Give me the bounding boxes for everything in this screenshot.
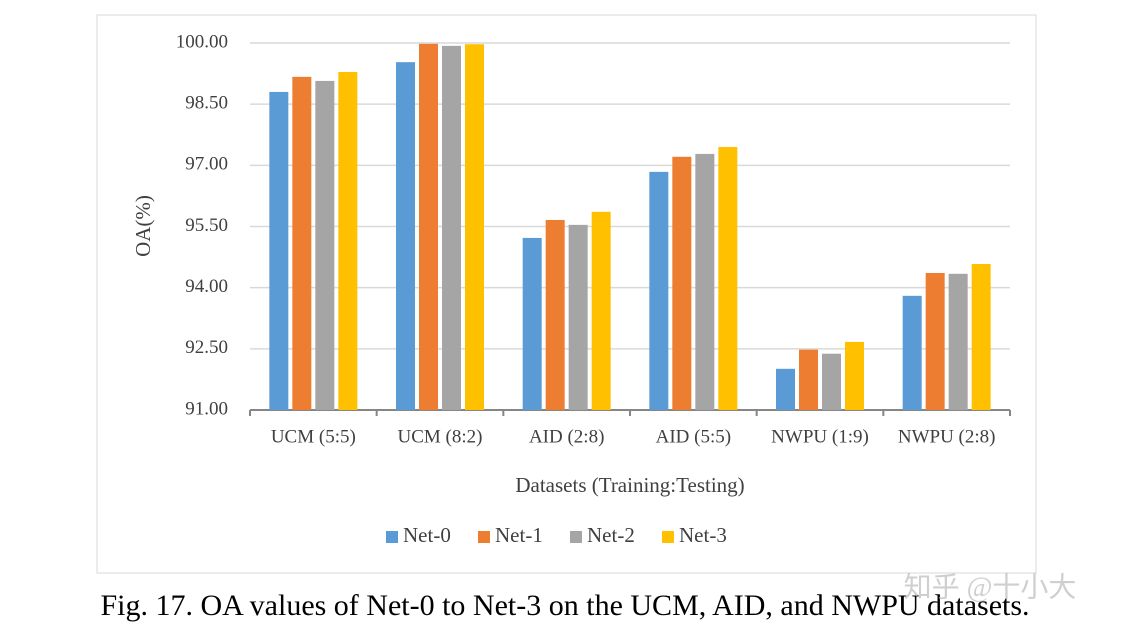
bar (396, 62, 415, 410)
watermark: 知乎 @十小大 (904, 571, 1077, 603)
bar (948, 273, 968, 410)
y-tick-label: 95.50 (185, 215, 228, 236)
legend-label: Net-2 (587, 523, 635, 547)
bar (649, 171, 669, 410)
x-axis-title: Datasets (Training:Testing) (515, 473, 744, 497)
y-axis-title: OA(%) (131, 195, 155, 257)
bar (718, 146, 738, 410)
bar (799, 349, 818, 410)
x-tick-label: AID (2:8) (529, 426, 604, 447)
bar (442, 45, 461, 411)
x-tick-label: NWPU (1:9) (771, 426, 869, 447)
bar (419, 43, 438, 411)
legend-label: Net-3 (679, 523, 727, 547)
legend-swatch (662, 531, 674, 543)
bar (315, 80, 335, 410)
bar (522, 237, 542, 410)
legend-swatch (478, 531, 490, 543)
bar (292, 76, 312, 411)
y-tick-label: 98.50 (185, 93, 228, 114)
bar (269, 91, 289, 410)
bar (568, 224, 588, 410)
bar (695, 153, 715, 410)
y-tick-label: 91.00 (185, 398, 228, 419)
legend-swatch (386, 531, 398, 543)
y-tick-label: 100.00 (176, 31, 228, 52)
bar (776, 368, 795, 410)
bar (591, 211, 611, 410)
caption: Fig. 17. OA values of Net-0 to Net-3 on … (100, 589, 1029, 622)
bar (971, 264, 991, 410)
bar (845, 341, 864, 410)
bar (902, 295, 922, 410)
bar (545, 219, 565, 410)
chart-frame (96, 14, 1037, 574)
y-tick-label: 92.50 (185, 337, 228, 358)
bar (822, 353, 841, 410)
x-tick-label: UCM (8:2) (398, 426, 483, 447)
bar (465, 44, 484, 411)
bar (925, 272, 945, 410)
legend-label: Net-1 (495, 523, 543, 547)
legend-label: Net-0 (403, 523, 451, 547)
x-tick-label: NWPU (2:8) (898, 426, 996, 447)
legend-swatch (570, 531, 582, 543)
y-tick-label: 97.00 (185, 154, 228, 175)
y-tick-label: 94.00 (185, 276, 228, 297)
bar (338, 71, 358, 411)
bar (672, 156, 692, 410)
x-tick-label: AID (5:5) (656, 426, 731, 447)
x-tick-label: UCM (5:5) (271, 426, 356, 447)
